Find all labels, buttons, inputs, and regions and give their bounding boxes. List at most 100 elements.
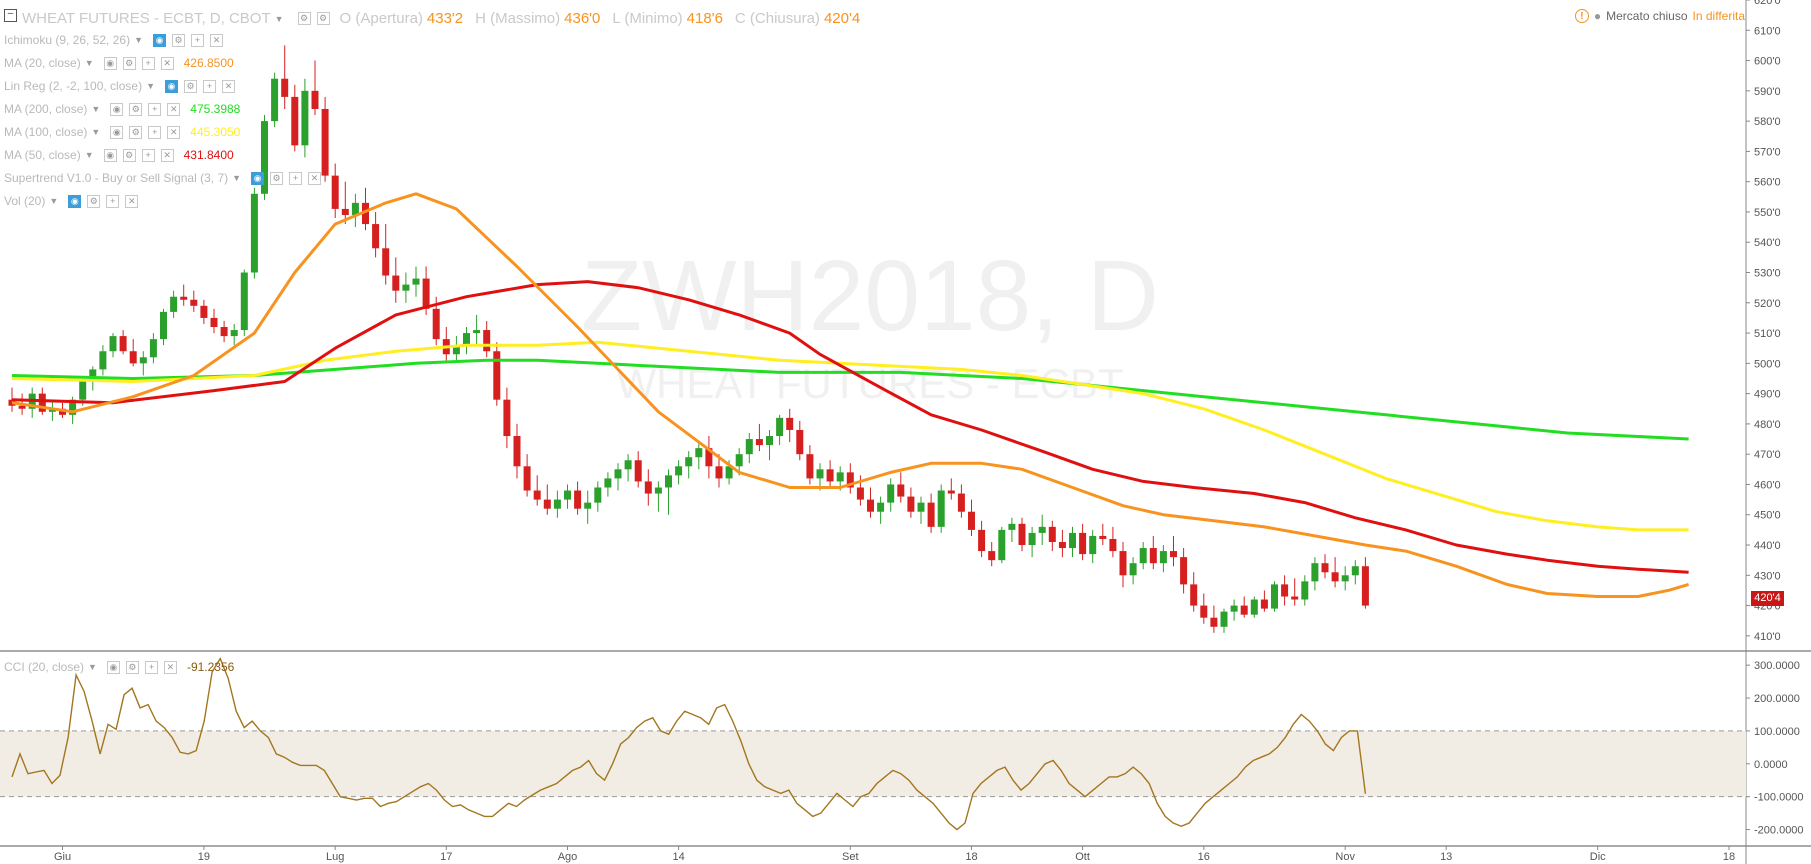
- candle: [1028, 526, 1036, 558]
- candle: [1361, 557, 1369, 609]
- settings-icon[interactable]: ⚙: [129, 125, 143, 139]
- candle: [1210, 605, 1218, 633]
- close-icon[interactable]: ✕: [163, 660, 177, 674]
- add-icon[interactable]: +: [191, 33, 204, 47]
- indicator-label[interactable]: MA (100, close): [4, 125, 88, 139]
- chevron-down-icon[interactable]: ▼: [84, 58, 94, 68]
- candle: [362, 187, 369, 231]
- add-icon[interactable]: +: [148, 125, 162, 139]
- close-icon[interactable]: ✕: [160, 148, 174, 162]
- settings-icon[interactable]: ⚙: [122, 148, 136, 162]
- add-icon[interactable]: +: [148, 102, 162, 116]
- eye-icon[interactable]: ◉: [110, 125, 124, 139]
- chevron-down-icon[interactable]: ▼: [88, 662, 97, 672]
- symbol-title[interactable]: WHEAT FUTURES - ECBT, D, CBOT: [22, 10, 271, 27]
- chevron-down-icon[interactable]: ▼: [91, 104, 101, 114]
- chevron-down-icon[interactable]: ▼: [134, 35, 143, 45]
- candle: [493, 342, 501, 406]
- eye-icon[interactable]: ◉: [106, 660, 120, 674]
- candle-body: [543, 499, 551, 509]
- indicator-label[interactable]: Lin Reg (2, -2, 100, close): [4, 79, 143, 93]
- candle-body: [513, 436, 521, 467]
- eye-icon[interactable]: ◉: [103, 148, 117, 162]
- indicator-label[interactable]: MA (50, close): [4, 148, 81, 162]
- candle-body: [79, 381, 87, 400]
- close-icon[interactable]: ✕: [222, 79, 235, 93]
- candle: [523, 454, 531, 497]
- add-icon[interactable]: +: [106, 194, 120, 208]
- settings-icon[interactable]: ⚙: [122, 56, 136, 70]
- close-icon[interactable]: ✕: [308, 171, 322, 185]
- add-icon[interactable]: +: [144, 660, 158, 674]
- candle: [442, 327, 450, 364]
- delay-label[interactable]: In differita: [1692, 9, 1745, 23]
- candle-body: [917, 502, 925, 512]
- candle: [1038, 514, 1046, 546]
- eye-icon[interactable]: ◉: [153, 33, 166, 47]
- gear-icon[interactable]: ⚙: [316, 12, 330, 25]
- eye-icon[interactable]: ◉: [251, 171, 265, 185]
- close-icon[interactable]: ✕: [167, 125, 181, 139]
- close-icon[interactable]: ✕: [210, 33, 223, 47]
- candle-body: [604, 478, 612, 488]
- chevron-down-icon[interactable]: ▼: [146, 81, 155, 91]
- indicator-label[interactable]: MA (200, close): [4, 102, 88, 116]
- indicator-label[interactable]: MA (20, close): [4, 56, 81, 70]
- candle-body: [301, 90, 309, 146]
- eye-icon[interactable]: ◉: [110, 102, 124, 116]
- close-icon[interactable]: ✕: [160, 56, 174, 70]
- eye-icon[interactable]: ◉: [68, 194, 82, 208]
- add-icon[interactable]: +: [141, 148, 155, 162]
- ma200-line: [11, 358, 1689, 441]
- candle-body: [1109, 538, 1117, 552]
- close-value: 420'4: [823, 10, 861, 27]
- candle: [240, 269, 248, 337]
- eye-icon[interactable]: ◉: [103, 56, 117, 70]
- candle-body: [291, 96, 299, 146]
- chevron-down-icon[interactable]: ▼: [232, 173, 242, 183]
- candle-body: [190, 299, 198, 306]
- candle-body: [261, 121, 268, 194]
- candle: [129, 339, 137, 367]
- cci-legend-label[interactable]: CCI (20, close): [4, 660, 85, 674]
- settings-icon[interactable]: ⚙: [270, 171, 284, 185]
- settings-icon[interactable]: ⚙: [87, 194, 101, 208]
- settings-icon[interactable]: ⚙: [172, 33, 185, 47]
- settings-icon[interactable]: ⚙: [129, 102, 143, 116]
- candle: [1260, 590, 1268, 612]
- add-icon[interactable]: +: [203, 79, 216, 93]
- candle: [291, 84, 299, 152]
- candle: [412, 266, 420, 297]
- add-icon[interactable]: +: [289, 171, 303, 185]
- candle: [927, 493, 935, 533]
- close-icon[interactable]: ✕: [125, 194, 139, 208]
- chevron-down-icon[interactable]: ▼: [274, 13, 284, 24]
- candle: [351, 193, 359, 228]
- close-icon[interactable]: ✕: [167, 102, 181, 116]
- candle-body: [766, 436, 773, 446]
- price-axis-label: 600'0: [1754, 56, 1781, 68]
- chevron-down-icon[interactable]: ▼: [91, 127, 101, 137]
- chevron-down-icon[interactable]: ▼: [49, 196, 59, 206]
- indicator-label[interactable]: Supertrend V1.0 - Buy or Sell Signal (3,…: [4, 171, 229, 185]
- candle-body: [624, 460, 632, 470]
- candle: [998, 526, 1006, 564]
- add-icon[interactable]: +: [141, 56, 155, 70]
- low-value: 418'6: [686, 10, 723, 27]
- warning-icon[interactable]: !: [1574, 9, 1589, 23]
- eye-icon[interactable]: ◉: [165, 79, 178, 93]
- indicator-label[interactable]: Ichimoku (9, 26, 52, 26): [4, 33, 131, 47]
- settings-icon[interactable]: ⚙: [125, 660, 139, 674]
- candle: [341, 181, 349, 225]
- settings-icon[interactable]: ⚙: [297, 12, 311, 25]
- candle-body: [1250, 599, 1258, 615]
- candle: [1230, 599, 1238, 621]
- indicator-label[interactable]: Vol (20): [4, 194, 46, 208]
- layout-menu-icon[interactable]: −: [4, 9, 17, 22]
- chevron-down-icon[interactable]: ▼: [84, 150, 94, 160]
- candle-body: [341, 208, 349, 215]
- price-axis-label: 410'0: [1754, 631, 1781, 643]
- settings-icon[interactable]: ⚙: [184, 79, 197, 93]
- candle: [1301, 575, 1309, 606]
